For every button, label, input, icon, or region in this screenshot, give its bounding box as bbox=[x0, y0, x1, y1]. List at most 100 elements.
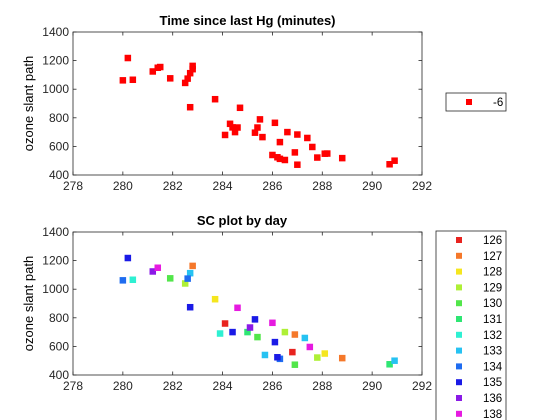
legend-bottom: 126127128129130131132133134135136138139 bbox=[436, 231, 506, 420]
x-tick-label: 290 bbox=[362, 179, 382, 193]
legend-label: 129 bbox=[483, 282, 502, 294]
legend-marker bbox=[456, 300, 462, 306]
legend-marker bbox=[456, 411, 462, 417]
data-point bbox=[277, 139, 284, 146]
data-point bbox=[234, 305, 241, 312]
data-point bbox=[282, 329, 289, 336]
data-point bbox=[184, 275, 191, 282]
legend-marker bbox=[456, 363, 462, 369]
x-tick-label: 288 bbox=[312, 179, 332, 193]
y-tick-label: 400 bbox=[49, 168, 69, 182]
y-axis-label-bottom: ozone slant path bbox=[21, 256, 36, 351]
data-point bbox=[302, 335, 309, 342]
y-tick-label: 1200 bbox=[42, 54, 69, 68]
legend-marker bbox=[456, 284, 462, 290]
x-tick-label: 280 bbox=[113, 379, 133, 393]
data-point bbox=[212, 96, 219, 103]
data-point bbox=[304, 135, 311, 142]
legend-marker bbox=[456, 348, 462, 354]
data-point bbox=[314, 354, 321, 361]
legend-label: 126 bbox=[483, 235, 502, 247]
data-point bbox=[269, 320, 276, 327]
data-point bbox=[259, 134, 266, 141]
data-point bbox=[222, 132, 229, 139]
x-tick-label: 288 bbox=[312, 379, 332, 393]
scatter-panel-bottom: SC plot by day ozone slant path 278 280 28… bbox=[21, 213, 506, 420]
legend-label: 130 bbox=[483, 298, 502, 310]
data-point bbox=[289, 349, 296, 356]
data-point bbox=[294, 131, 301, 138]
data-point bbox=[292, 149, 299, 156]
legend-marker bbox=[466, 99, 472, 105]
y-tick-label: 1000 bbox=[42, 82, 69, 96]
data-point bbox=[189, 263, 196, 270]
data-point bbox=[339, 155, 346, 162]
data-point bbox=[130, 277, 137, 284]
data-point bbox=[187, 304, 194, 311]
data-point bbox=[237, 105, 244, 112]
data-point bbox=[314, 154, 321, 161]
data-point bbox=[212, 296, 219, 303]
y-tick-label: 1000 bbox=[42, 282, 69, 296]
data-point bbox=[339, 355, 346, 362]
legend-top: -6 bbox=[446, 93, 506, 111]
data-point bbox=[282, 157, 289, 164]
y-tick-label: 600 bbox=[49, 139, 69, 153]
y-tick-label: 600 bbox=[49, 339, 69, 353]
x-tick-label: 290 bbox=[362, 379, 382, 393]
data-point bbox=[120, 77, 127, 84]
legend-label: 134 bbox=[483, 361, 503, 373]
data-point bbox=[254, 334, 261, 341]
x-tick-label: 284 bbox=[213, 379, 233, 393]
data-point bbox=[222, 320, 229, 327]
data-point bbox=[274, 354, 281, 361]
data-point bbox=[294, 161, 301, 168]
data-point bbox=[229, 329, 236, 336]
legend-label: 131 bbox=[483, 314, 502, 326]
legend-label: 128 bbox=[483, 267, 502, 279]
data-point bbox=[217, 330, 224, 337]
data-point bbox=[125, 255, 132, 262]
y-tick-label: 1400 bbox=[42, 225, 69, 239]
data-point bbox=[187, 104, 194, 111]
data-point bbox=[254, 124, 261, 131]
plot-area-bottom bbox=[73, 232, 422, 375]
x-tick-label: 292 bbox=[412, 179, 432, 193]
data-point bbox=[284, 129, 291, 136]
data-point bbox=[247, 324, 254, 331]
plot-area-top bbox=[73, 32, 422, 175]
y-tick-label: 1400 bbox=[42, 25, 69, 39]
legend-label: 135 bbox=[483, 377, 502, 389]
data-point bbox=[257, 116, 264, 123]
data-point bbox=[155, 265, 162, 272]
data-point bbox=[252, 316, 259, 323]
legend-marker bbox=[456, 269, 462, 275]
data-point bbox=[292, 331, 299, 338]
legend-label: -6 bbox=[493, 97, 503, 109]
data-point bbox=[272, 339, 279, 346]
legend-label: 138 bbox=[483, 409, 502, 420]
data-point bbox=[167, 75, 174, 82]
x-tick-label: 284 bbox=[213, 179, 233, 193]
legend-marker bbox=[456, 237, 462, 243]
chart-title-bottom: SC plot by day bbox=[197, 213, 288, 228]
legend-marker bbox=[456, 316, 462, 322]
data-point bbox=[157, 64, 164, 71]
y-tick-label: 400 bbox=[49, 368, 69, 382]
legend-marker bbox=[456, 253, 462, 259]
legend-label: 132 bbox=[483, 330, 502, 342]
legend-label: 133 bbox=[483, 346, 502, 358]
data-point bbox=[120, 277, 127, 284]
data-point bbox=[272, 120, 279, 127]
data-point bbox=[234, 124, 241, 131]
legend-label: 136 bbox=[483, 393, 502, 405]
data-point bbox=[391, 357, 398, 364]
scatter-panel-top: Time since last Hg (minutes) ozone slant… bbox=[21, 13, 506, 193]
y-tick-label: 800 bbox=[49, 311, 69, 325]
data-point bbox=[130, 77, 137, 84]
data-point bbox=[292, 361, 299, 368]
data-point bbox=[322, 350, 329, 357]
y-tick-label: 1200 bbox=[42, 254, 69, 268]
legend-marker bbox=[456, 332, 462, 338]
